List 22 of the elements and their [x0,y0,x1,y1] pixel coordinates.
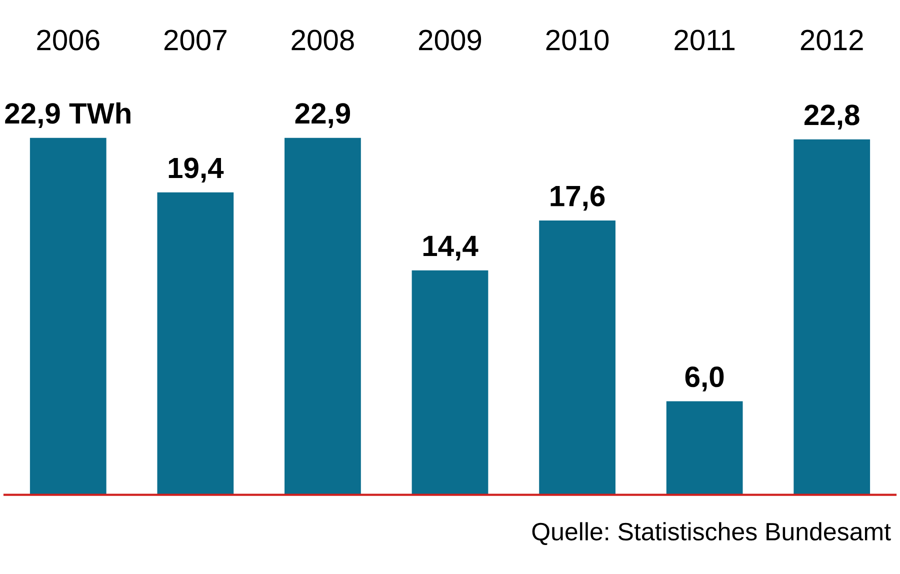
x-tick-label: 2011 [674,30,735,50]
data-label: 6,0 [685,366,724,392]
bar [539,220,616,495]
x-tick-label: 2010 [546,30,609,50]
data-label: 17,6 [550,186,605,211]
data-label: 22,9 TWh [5,102,130,128]
source-note: Quelle: Statistisches Bundesamt [532,522,891,546]
data-label: 22,9 [295,103,350,128]
bar [284,138,361,495]
x-tick-label: 2006 [37,30,100,50]
x-tick-label: 2009 [419,30,482,50]
x-tick-label: 2008 [292,30,354,50]
data-label: 22,8 [804,104,860,130]
bar [794,139,870,495]
bar [666,401,743,495]
bar [412,270,488,495]
data-label: 14,4 [423,236,478,260]
bar [30,138,106,495]
bar [157,192,234,495]
x-tick-label: 2007 [164,30,226,50]
data-label: 19,4 [168,158,224,183]
x-tick-label: 2012 [800,30,863,50]
